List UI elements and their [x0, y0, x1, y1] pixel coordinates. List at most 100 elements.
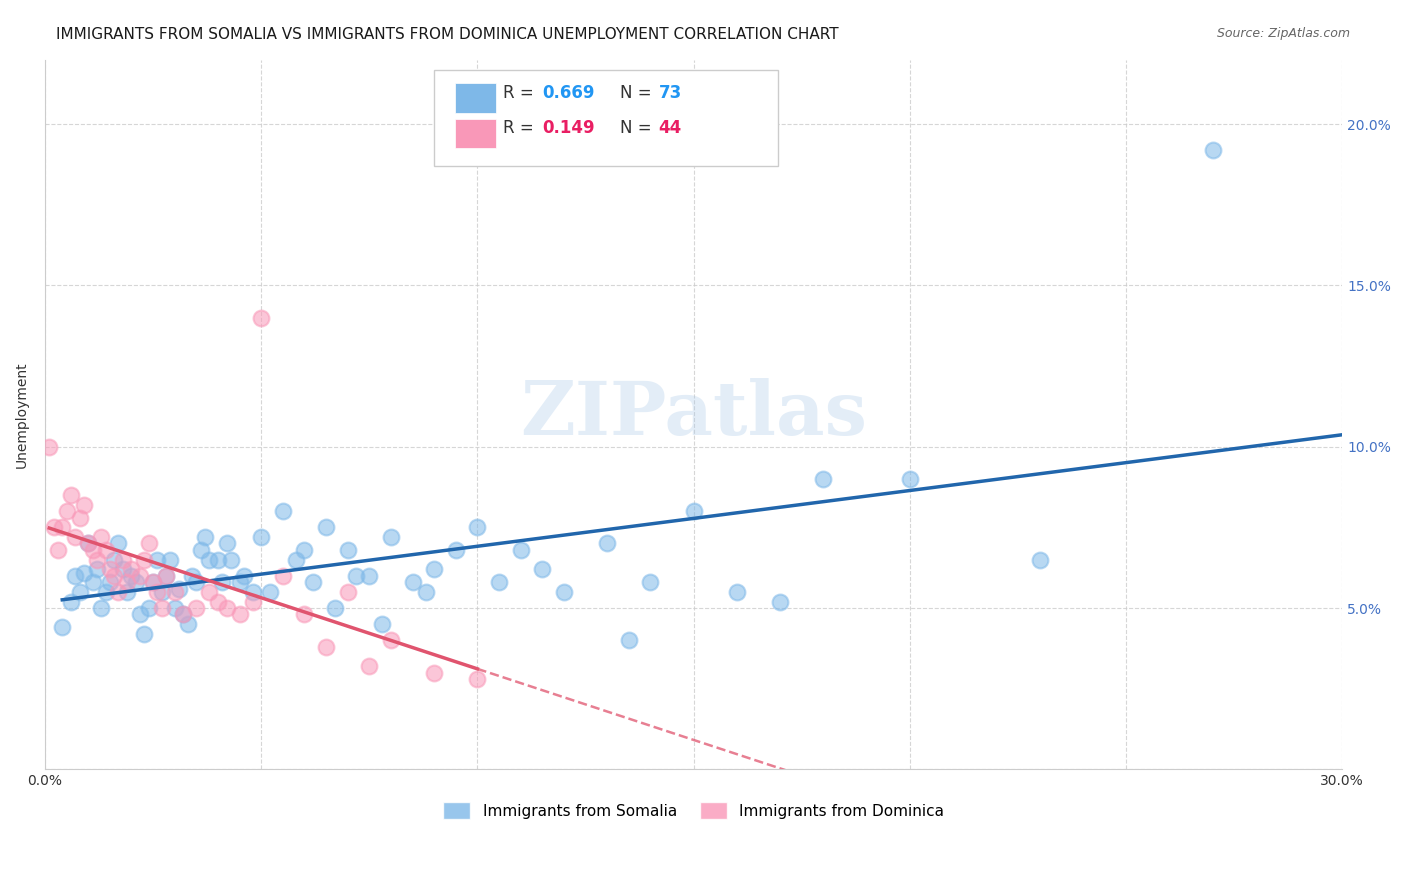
Point: [142, 575, 165, 590]
Point: [111, 562, 134, 576]
Point: [302, 575, 325, 590]
Text: 44: 44: [658, 120, 682, 137]
Point: [90, 530, 112, 544]
Point: [163, 585, 186, 599]
Point: [228, 575, 250, 590]
Text: R =: R =: [503, 84, 538, 102]
Point: [271, 504, 294, 518]
Text: N =: N =: [620, 120, 657, 137]
Point: [115, 575, 138, 590]
Point: [617, 633, 640, 648]
Point: [194, 530, 217, 544]
Point: [186, 575, 208, 590]
Point: [77, 536, 100, 550]
Point: [232, 568, 254, 582]
Y-axis label: Unemployment: Unemployment: [15, 361, 30, 467]
Point: [129, 568, 152, 582]
Point: [215, 601, 238, 615]
Point: [186, 601, 208, 615]
Point: [138, 601, 160, 615]
Point: [344, 568, 367, 582]
Point: [163, 601, 186, 615]
Point: [769, 594, 792, 608]
Point: [725, 585, 748, 599]
Point: [181, 568, 204, 582]
Text: Source: ZipAtlas.com: Source: ZipAtlas.com: [1216, 27, 1350, 40]
Point: [86, 552, 108, 566]
Point: [315, 520, 337, 534]
Point: [336, 585, 359, 599]
Point: [1028, 552, 1050, 566]
Point: [284, 552, 307, 566]
Point: [69, 585, 91, 599]
Point: [380, 530, 402, 544]
Point: [65, 530, 87, 544]
Point: [65, 568, 87, 582]
Text: IMMIGRANTS FROM SOMALIA VS IMMIGRANTS FROM DOMINICA UNEMPLOYMENT CORRELATION CHA: IMMIGRANTS FROM SOMALIA VS IMMIGRANTS FR…: [56, 27, 839, 42]
Point: [531, 562, 554, 576]
Point: [467, 520, 489, 534]
Point: [150, 585, 173, 599]
Text: ZIPatlas: ZIPatlas: [520, 378, 868, 451]
Point: [73, 566, 96, 580]
FancyBboxPatch shape: [456, 119, 496, 148]
Point: [59, 488, 82, 502]
Point: [898, 472, 921, 486]
Point: [359, 659, 381, 673]
Point: [167, 582, 190, 596]
Point: [159, 552, 181, 566]
Legend: Immigrants from Somalia, Immigrants from Dominica: Immigrants from Somalia, Immigrants from…: [437, 796, 950, 825]
Point: [155, 568, 177, 582]
Point: [98, 575, 121, 590]
Point: [315, 640, 337, 654]
Point: [42, 520, 65, 534]
Text: 0.149: 0.149: [541, 120, 595, 137]
Point: [250, 530, 273, 544]
Point: [107, 536, 129, 550]
Point: [90, 601, 112, 615]
Point: [103, 552, 125, 566]
Point: [176, 617, 198, 632]
Point: [640, 575, 662, 590]
Point: [294, 607, 316, 622]
Point: [115, 585, 138, 599]
Point: [77, 536, 100, 550]
Point: [228, 607, 250, 622]
Point: [444, 543, 467, 558]
Text: 73: 73: [658, 84, 682, 102]
Point: [813, 472, 835, 486]
Point: [120, 568, 142, 582]
Point: [38, 440, 60, 454]
Text: R =: R =: [503, 120, 538, 137]
Point: [401, 575, 423, 590]
Point: [55, 504, 77, 518]
Point: [142, 575, 165, 590]
Point: [371, 617, 394, 632]
Point: [242, 594, 264, 608]
Point: [250, 310, 273, 325]
Point: [150, 601, 173, 615]
Point: [82, 575, 104, 590]
Point: [423, 562, 446, 576]
Point: [198, 552, 221, 566]
Point: [682, 504, 704, 518]
Point: [172, 607, 194, 622]
Point: [553, 585, 575, 599]
Point: [120, 562, 142, 576]
Point: [488, 575, 510, 590]
Point: [211, 575, 233, 590]
Point: [59, 594, 82, 608]
Point: [215, 536, 238, 550]
FancyBboxPatch shape: [434, 70, 778, 166]
Point: [259, 585, 281, 599]
Point: [103, 568, 125, 582]
Point: [146, 552, 169, 566]
Point: [172, 607, 194, 622]
Point: [155, 568, 177, 582]
Point: [82, 543, 104, 558]
Point: [207, 594, 229, 608]
Point: [1201, 143, 1223, 157]
Point: [98, 562, 121, 576]
Point: [111, 552, 134, 566]
Point: [219, 552, 242, 566]
